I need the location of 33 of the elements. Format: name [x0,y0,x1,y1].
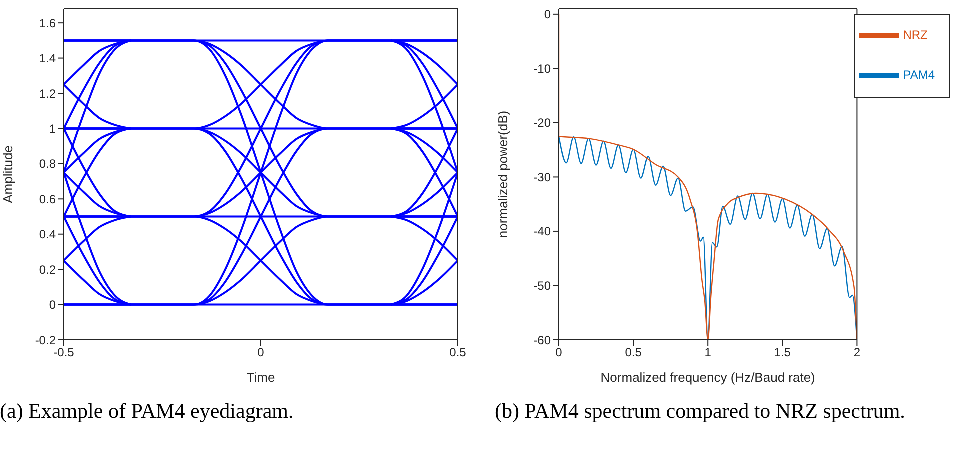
y-tick-label: 1.4 [39,52,56,66]
y-tick-label: 1.6 [39,16,56,30]
x-tick-label: 1.5 [774,346,792,360]
y-tick-label: 0.8 [39,157,56,172]
legend-label: NRZ [903,28,928,42]
y-tick-label: 0.6 [39,192,56,206]
y-tick-label: 0 [544,8,552,22]
y-tick-label: -10 [534,62,552,76]
y-tick-label: -20 [534,116,552,130]
y-tick-label: -30 [534,170,552,184]
y-axis-title: Amplitude [0,146,16,204]
y-tick-label: 0.2 [39,262,56,277]
text: (b) PAM4 spectrum compared to NRZ spectrum. [495,398,906,425]
y-tick-label: 0 [49,298,56,312]
y-tick-label: -0.2 [35,333,56,348]
x-tick-label: 0.5 [450,346,467,360]
y-tick-label: 1 [49,122,56,136]
x-tick-label: -0.5 [54,346,75,360]
y-tick-label: 1.2 [39,86,56,101]
y-tick-label: -60 [534,333,552,348]
x-tick-label: 0 [556,346,563,360]
x-axis-title: Normalized frequency (Hz/Baud rate) [600,370,816,385]
x-tick-label: 0.5 [625,346,642,360]
x-axis-title: Time [246,370,276,385]
x-tick-label: 1 [704,346,712,360]
x-tick-label: 2 [854,346,861,360]
y-axis-title: normalized power(dB) [496,110,511,238]
y-tick-label: 0.4 [39,228,56,242]
x-tick-label: 0 [258,346,265,360]
y-tick-label: -50 [534,279,552,293]
text: (a) Example of PAM4 eyediagram. [0,398,295,425]
y-tick-label: -40 [534,224,552,239]
legend-label: PAM4 [903,68,935,82]
